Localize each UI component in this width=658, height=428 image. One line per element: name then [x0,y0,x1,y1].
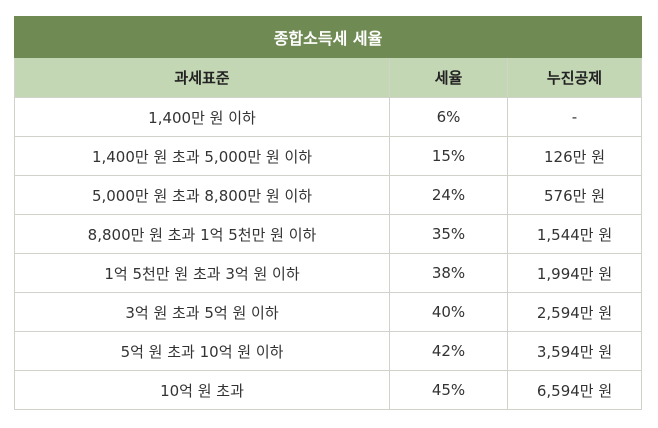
deduction-cell: - [506,97,643,137]
deduction-cell: 2,594만 원 [506,292,643,332]
tax-rate-table: 종합소득세 세율 과세표준 세율 누진공제 1,400만 원 이하 6% - 1… [13,16,643,410]
bracket-cell: 5,000만 원 초과 8,800만 원 이하 [14,175,390,215]
rate-cell: 24% [389,175,508,215]
rate-cell: 42% [389,331,508,371]
rate-cell: 45% [389,370,508,410]
table-row: 10억 원 초과 45% 6,594만 원 [14,370,643,410]
table-header-row: 과세표준 세율 누진공제 [14,57,643,98]
table-row: 1,400만 원 이하 6% - [14,97,643,137]
bracket-cell: 1억 5천만 원 초과 3억 원 이하 [14,253,390,293]
header-deduction: 누진공제 [506,57,643,98]
deduction-cell: 1,994만 원 [506,253,643,293]
table-row: 1,400만 원 초과 5,000만 원 이하 15% 126만 원 [14,136,643,176]
rate-cell: 40% [389,292,508,332]
bracket-cell: 3억 원 초과 5억 원 이하 [14,292,390,332]
deduction-cell: 6,594만 원 [506,370,643,410]
table-title: 종합소득세 세율 [13,16,643,58]
deduction-cell: 3,594만 원 [506,331,643,371]
header-rate: 세율 [389,57,508,98]
table-row: 5,000만 원 초과 8,800만 원 이하 24% 576만 원 [14,175,643,215]
deduction-cell: 576만 원 [506,175,643,215]
deduction-cell: 1,544만 원 [506,214,643,254]
table-row: 3억 원 초과 5억 원 이하 40% 2,594만 원 [14,292,643,332]
bracket-cell: 1,400만 원 이하 [14,97,390,137]
rate-cell: 38% [389,253,508,293]
rate-cell: 15% [389,136,508,176]
bracket-cell: 8,800만 원 초과 1억 5천만 원 이하 [14,214,390,254]
deduction-cell: 126만 원 [506,136,643,176]
bracket-cell: 10억 원 초과 [14,370,390,410]
bracket-cell: 1,400만 원 초과 5,000만 원 이하 [14,136,390,176]
table-row: 1억 5천만 원 초과 3억 원 이하 38% 1,994만 원 [14,253,643,293]
table-row: 8,800만 원 초과 1억 5천만 원 이하 35% 1,544만 원 [14,214,643,254]
header-bracket: 과세표준 [14,57,390,98]
bracket-cell: 5억 원 초과 10억 원 이하 [14,331,390,371]
rate-cell: 6% [389,97,508,137]
table-row: 5억 원 초과 10억 원 이하 42% 3,594만 원 [14,331,643,371]
table-title-row: 종합소득세 세율 [13,16,643,58]
rate-cell: 35% [389,214,508,254]
